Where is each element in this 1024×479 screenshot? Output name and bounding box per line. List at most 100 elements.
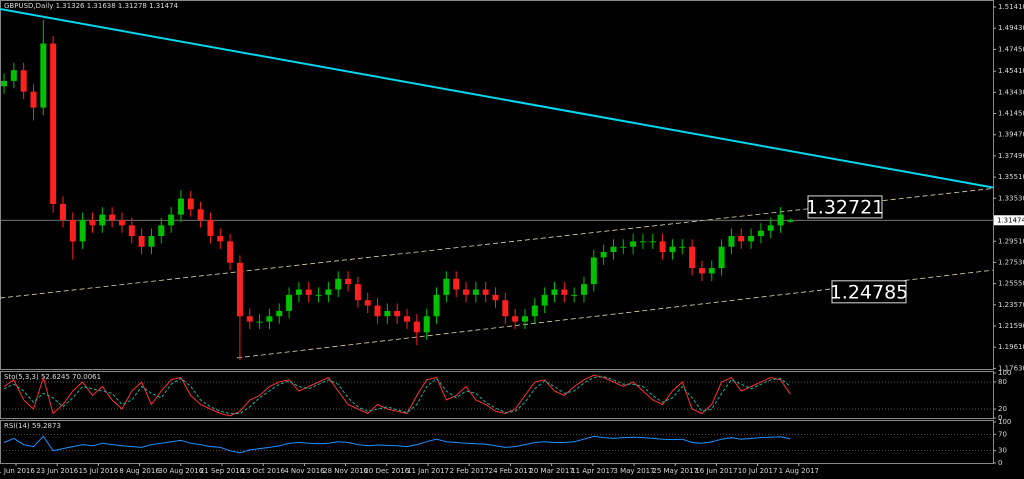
candle-body [305, 289, 312, 295]
x-tick-label: 10 Jul 2017 [738, 467, 778, 475]
x-tick-label: 25 May 2017 [652, 467, 698, 475]
candle-body [777, 214, 784, 226]
candle-body [590, 257, 597, 285]
x-tick-label: 30 Aug 2016 [158, 467, 203, 475]
candle-body [551, 289, 558, 295]
candle-body [453, 278, 460, 290]
x-tick-label: 23 Jun 2016 [36, 467, 79, 475]
candle-body [630, 241, 637, 247]
current-price-box [994, 215, 1024, 226]
candle-body [197, 209, 204, 220]
indicator-line [3, 374, 791, 417]
x-tick-label: 1 Jun 2016 [0, 467, 35, 475]
y-tick-label: 30 [998, 447, 1007, 455]
candle-body [325, 289, 332, 295]
candle-body [286, 294, 293, 311]
candle-body [669, 246, 676, 253]
chart-title: GBPUSD,Daily 1.31326 1.31638 1.31278 1.3… [4, 2, 179, 10]
candle-body [345, 278, 352, 285]
price-label: 1.32721 [806, 196, 885, 218]
candle-body [767, 225, 774, 231]
y-tick-label: 1.19610 [998, 343, 1024, 351]
candle-body [69, 219, 76, 242]
y-tick-label: 1.37490 [998, 152, 1024, 160]
candle-body [757, 230, 764, 237]
candle-body [374, 305, 381, 317]
candle-body [295, 289, 302, 295]
y-tick-label: 100 [998, 369, 1011, 377]
candle-body [79, 219, 86, 242]
candle-body [698, 268, 705, 274]
candle-body [502, 300, 509, 317]
y-tick-label: 70 [998, 430, 1007, 438]
y-tick-label: 1.17630 [998, 364, 1024, 372]
trend-line [0, 8, 994, 189]
candle-body [649, 241, 656, 243]
y-tick-label: 0 [998, 414, 1002, 422]
candle-body [59, 203, 66, 220]
y-tick-label: 1.27530 [998, 258, 1024, 266]
y-tick-label: 1.45410 [998, 67, 1024, 75]
candle-body [580, 284, 587, 295]
candle-body [433, 294, 440, 317]
current-price-label: 1.31474 [997, 216, 1024, 224]
candle-body [708, 268, 715, 274]
y-tick-label: 80 [998, 378, 1007, 386]
candle-body [256, 321, 263, 323]
candle-body [276, 310, 283, 317]
y-tick-label: 1.41450 [998, 110, 1024, 118]
x-tick-label: 20 Dec 2016 [364, 467, 409, 475]
candle-body [364, 300, 371, 306]
x-tick-label: 21 Sep 2016 [200, 467, 245, 475]
candle-body [512, 316, 519, 322]
candle-body [443, 278, 450, 295]
candle-body [531, 305, 538, 317]
candle-body [118, 219, 125, 226]
candle-body [571, 294, 578, 296]
candle-body [404, 316, 411, 322]
y-tick-label: 1.39470 [998, 131, 1024, 139]
candle-body [541, 294, 548, 306]
candle-body [718, 246, 725, 269]
indicator-line [3, 435, 791, 454]
candle-body [99, 214, 106, 226]
y-tick-label: 1.25550 [998, 280, 1024, 288]
candle-body [266, 316, 273, 322]
candle-body [600, 252, 607, 258]
candle-body [40, 43, 47, 108]
candle-body [315, 294, 322, 296]
indicator-title: RSI(14) 59.2873 [4, 422, 61, 430]
candle-body [679, 246, 686, 248]
candle-body [423, 316, 430, 333]
price-label-box [831, 280, 907, 304]
candle-body [521, 316, 528, 322]
x-tick-label: 11 Apr 2017 [571, 467, 614, 475]
candle-body [1, 80, 7, 87]
candle-body [30, 91, 37, 108]
candle-body [227, 241, 234, 263]
x-tick-label: 13 Oct 2016 [242, 467, 286, 475]
candle-body [610, 246, 617, 253]
candle-body [659, 241, 666, 253]
candle-body [384, 310, 391, 317]
y-tick-label: 20 [998, 405, 1007, 413]
candle-body [620, 246, 627, 248]
x-tick-label: 8 Aug 2016 [119, 467, 160, 475]
candle-body [50, 43, 57, 204]
x-tick-label: 11 Jan 2017 [407, 467, 449, 475]
candle-body [787, 220, 794, 222]
candle-body [187, 198, 194, 210]
candle-body [354, 284, 361, 301]
price-label-box [807, 195, 883, 219]
y-tick-label: 1.51410 [998, 3, 1024, 11]
candle-body [413, 321, 420, 333]
x-tick-label: 20 Mar 2017 [529, 467, 573, 475]
y-tick-label: 0 [998, 459, 1002, 467]
y-tick-label: 1.35510 [998, 173, 1024, 181]
x-tick-label: 15 Jul 2016 [79, 467, 119, 475]
candle-body [738, 236, 745, 242]
candle-body [158, 225, 165, 237]
candle-body [472, 289, 479, 295]
candle-body [217, 236, 224, 242]
y-tick-label: 1.23570 [998, 301, 1024, 309]
